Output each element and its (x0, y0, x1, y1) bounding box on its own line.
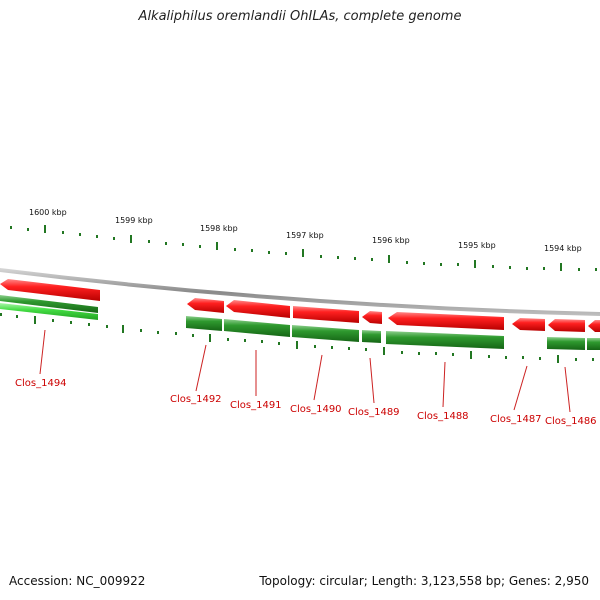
outer-scale-ticks (10, 225, 597, 271)
gene-block-reverse (547, 337, 585, 350)
gene-block-reverse-highlight (0, 303, 98, 320)
gene-label: Clos_1489 (348, 407, 400, 418)
leader-line (39, 329, 46, 375)
gene-label: Clos_1486 (545, 416, 597, 427)
gene-arrow-forward (293, 306, 359, 323)
reverse-strand-genes (0, 295, 600, 350)
genome-backbone (0, 268, 600, 316)
scale-label: 1595 kbp (458, 241, 496, 250)
leader-line (195, 344, 207, 392)
gene-label: Clos_1487 (490, 414, 542, 425)
gene-block-reverse (186, 316, 222, 331)
gene-arrow-forward (226, 300, 290, 318)
forward-strand-genes (0, 279, 600, 332)
gene-arrow-forward (388, 312, 504, 330)
gene-arrow-forward (187, 298, 224, 313)
scale-label: 1594 kbp (544, 244, 582, 253)
scale-label: 1596 kbp (372, 236, 410, 245)
accession-label: Accession: NC_009922 (9, 574, 146, 588)
leader-line (369, 357, 375, 404)
gene-block-reverse (386, 331, 504, 349)
scale-label: 1598 kbp (200, 224, 238, 233)
gene-label: Clos_1494 (15, 378, 67, 389)
gene-block-reverse (587, 338, 600, 350)
gene-leader-lines (39, 329, 571, 413)
gene-arrow-forward (362, 311, 382, 324)
genome-summary-label: Topology: circular; Length: 3,123,558 bp… (259, 574, 589, 588)
map-title: Alkaliphilus oremlandii OhILAs, complete… (138, 9, 462, 24)
scale-label: 1597 kbp (286, 231, 324, 240)
leader-line (513, 365, 528, 411)
gene-block-reverse (0, 295, 98, 313)
leader-line (564, 366, 571, 413)
scale-label: 1599 kbp (115, 216, 153, 225)
scale-label: 1600 kbp (29, 208, 67, 217)
gene-label: Clos_1492 (170, 394, 222, 405)
gene-label: Clos_1490 (290, 404, 342, 415)
inner-scale-ticks (0, 313, 594, 363)
gene-label: Clos_1491 (230, 400, 282, 411)
leader-line (313, 354, 323, 401)
gene-arrow-forward (0, 279, 100, 301)
gene-block-reverse (292, 325, 359, 342)
gene-arrow-forward (588, 320, 600, 332)
gene-block-reverse (362, 330, 381, 343)
gene-arrow-forward (512, 318, 545, 331)
gene-arrow-forward (548, 319, 585, 332)
gene-block-reverse (224, 319, 290, 337)
gene-label: Clos_1488 (417, 411, 469, 422)
leader-line (442, 361, 446, 408)
gene-labels: Clos_1494 Clos_1492 Clos_1491 Clos_1490 … (15, 378, 597, 427)
